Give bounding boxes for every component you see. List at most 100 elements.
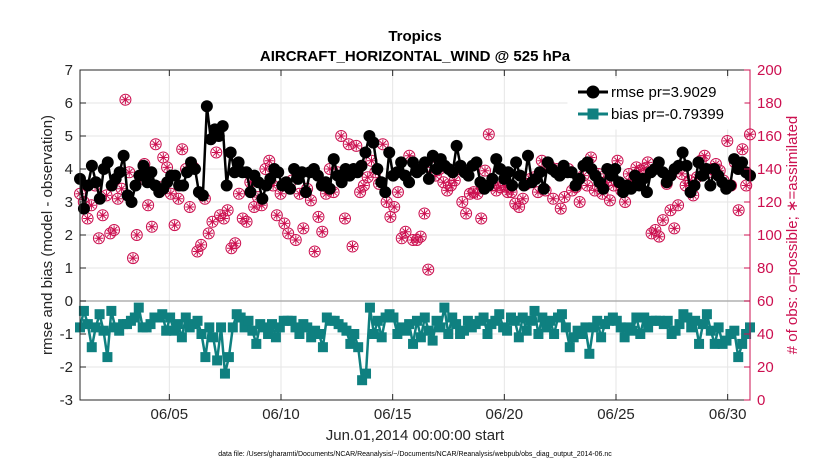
rmse-point — [335, 176, 348, 189]
bias-point — [82, 319, 93, 330]
left-tick-label: 7 — [65, 62, 73, 79]
rmse-point — [395, 156, 408, 169]
rmse-point — [375, 176, 388, 189]
bias-point — [674, 319, 685, 330]
possible-obs-marker — [460, 207, 473, 220]
bias-point — [294, 329, 305, 339]
bias-point — [286, 315, 297, 326]
assimilated-obs-marker — [669, 223, 679, 233]
bias-point — [686, 322, 697, 333]
assimilated-obs-marker — [737, 144, 747, 154]
possible-obs-marker — [206, 215, 219, 228]
possible-obs-marker — [479, 164, 492, 177]
rmse-point — [403, 176, 416, 189]
bias-point — [90, 322, 101, 333]
possible-obs-marker — [316, 225, 329, 238]
assimilated-obs-marker — [219, 214, 229, 223]
assimilated-obs-marker — [673, 200, 683, 210]
assimilated-obs-marker — [397, 233, 407, 243]
assimilated-obs-marker — [208, 217, 217, 227]
bias-point — [227, 322, 238, 333]
assimilated-obs-marker — [741, 181, 751, 190]
bias-point — [317, 342, 328, 353]
right-tick-label: 60 — [757, 293, 774, 310]
assimilated-obs-marker — [590, 185, 600, 195]
bias-point — [388, 312, 399, 323]
legend-rmse-label: rmse pr=3.9029 — [611, 84, 716, 101]
bias-point — [697, 319, 708, 330]
assimilated-obs-marker — [204, 228, 214, 238]
possible-obs-marker — [217, 212, 230, 225]
left-tick-label: -2 — [60, 359, 73, 376]
possible-obs-marker — [96, 209, 109, 222]
right-tick-label: 180 — [757, 95, 782, 112]
bias-point — [576, 329, 587, 339]
bias-point — [705, 325, 716, 336]
rmse-point — [85, 159, 98, 172]
legend: rmse pr=3.9029 bias pr=-0.79399 — [567, 78, 745, 130]
assimilated-obs-marker — [537, 156, 547, 166]
possible-obs-marker — [172, 192, 185, 205]
possible-obs-marker — [142, 199, 155, 212]
bias-point — [580, 322, 591, 333]
rmse-point — [284, 182, 297, 195]
rmse-point — [486, 172, 499, 185]
possible-obs-marker — [202, 227, 215, 240]
bias-point — [729, 325, 740, 336]
possible-obs-marker — [513, 200, 526, 213]
right-tick-label: 100 — [757, 227, 782, 244]
rmse-point — [383, 146, 396, 159]
rmse-point — [652, 156, 665, 169]
bias-point — [169, 325, 180, 336]
left-tick-label: 6 — [65, 95, 73, 112]
assimilated-obs-marker — [94, 233, 104, 243]
assimilated-obs-marker — [510, 199, 520, 209]
assimilated-obs-marker — [378, 139, 388, 149]
possible-obs-marker — [388, 200, 401, 213]
assimilated-obs-marker — [166, 189, 176, 199]
bias-point — [682, 312, 693, 323]
bias-point — [415, 332, 426, 343]
bias-point — [584, 348, 595, 359]
assimilated-obs-marker — [268, 181, 278, 190]
rmse-point — [216, 120, 229, 133]
assimilated-obs-marker — [83, 214, 93, 223]
assimilated-obs-marker — [314, 212, 323, 222]
legend-bias-label: bias pr=-0.79399 — [611, 106, 724, 123]
bias-point — [212, 355, 223, 366]
rmse-point — [724, 179, 737, 192]
possible-obs-marker — [195, 238, 208, 251]
rmse-point — [323, 182, 336, 195]
bias-point — [639, 312, 650, 323]
bias-point — [733, 352, 744, 363]
bias-point — [266, 319, 277, 330]
rmse-point — [299, 186, 312, 199]
possible-obs-marker — [516, 192, 529, 205]
assimilated-obs-marker — [230, 238, 240, 248]
bias-point — [694, 338, 705, 349]
left-tick-label: -1 — [60, 326, 73, 343]
rmse-point — [704, 179, 717, 192]
assimilated-obs-marker — [382, 197, 392, 207]
assimilated-obs-marker — [109, 225, 119, 235]
assimilated-obs-marker — [514, 202, 524, 212]
bias-point — [404, 319, 415, 330]
bias-point — [447, 312, 458, 323]
possible-obs-marker — [547, 192, 560, 205]
bias-point — [243, 315, 254, 326]
possible-obs-marker — [456, 196, 469, 208]
assimilated-obs-marker — [359, 181, 369, 190]
possible-obs-marker — [672, 199, 685, 212]
rmse-point — [379, 186, 392, 199]
left-tick-label: 3 — [65, 194, 73, 211]
bias-point — [290, 322, 301, 333]
assimilated-obs-marker — [647, 228, 657, 238]
assimilated-obs-marker — [238, 214, 248, 223]
rmse-point — [244, 186, 257, 199]
assimilated-obs-marker — [355, 187, 365, 197]
rmse-point — [177, 179, 190, 192]
rmse-point — [597, 182, 610, 195]
left-tick-label: 5 — [65, 128, 73, 145]
bias-point — [239, 322, 250, 333]
assimilated-obs-marker — [389, 202, 399, 212]
